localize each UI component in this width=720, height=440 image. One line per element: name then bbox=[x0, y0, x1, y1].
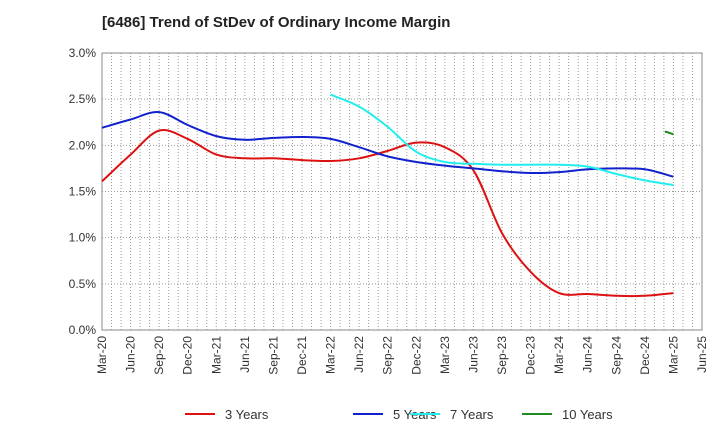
y-tick-label: 2.0% bbox=[69, 138, 97, 152]
x-tick-label: Sep-20 bbox=[152, 336, 166, 375]
x-tick-label: Jun-21 bbox=[238, 336, 252, 373]
x-tick-label: Jun-25 bbox=[695, 336, 709, 373]
x-tick-label: Mar-24 bbox=[552, 336, 566, 374]
legend-label-3-years: 3 Years bbox=[225, 407, 269, 422]
series-line-10-years bbox=[664, 130, 674, 136]
series-line-5-years bbox=[101, 111, 674, 178]
x-tick-label: Jun-23 bbox=[466, 336, 480, 373]
y-tick-label: 1.0% bbox=[69, 231, 97, 245]
x-tick-label: Mar-20 bbox=[95, 336, 109, 374]
x-tick-label: Mar-23 bbox=[438, 336, 452, 374]
x-tick-label: Mar-21 bbox=[209, 336, 223, 374]
y-tick-label: 0.5% bbox=[69, 277, 97, 291]
x-tick-label: Sep-22 bbox=[381, 336, 395, 375]
y-tick-label: 3.0% bbox=[69, 46, 97, 60]
x-tick-label: Jun-22 bbox=[352, 336, 366, 373]
legend-label-10-years: 10 Years bbox=[562, 407, 613, 422]
x-tick-label: Jun-24 bbox=[581, 336, 595, 373]
x-tick-label: Jun-20 bbox=[124, 336, 138, 373]
x-tick-label: Mar-25 bbox=[666, 336, 680, 374]
x-tick-label: Sep-23 bbox=[495, 336, 509, 375]
plot-area-border bbox=[101, 52, 703, 331]
series-line-7-years bbox=[330, 93, 674, 186]
x-tick-label: Dec-24 bbox=[638, 336, 652, 375]
y-tick-label: 2.5% bbox=[69, 92, 97, 106]
x-tick-label: Dec-22 bbox=[409, 336, 423, 375]
x-tick-label: Dec-21 bbox=[295, 336, 309, 375]
legend-label-7-years: 7 Years bbox=[450, 407, 494, 422]
series-line-3-years bbox=[101, 129, 674, 298]
x-tick-label: Sep-21 bbox=[266, 336, 280, 375]
y-tick-label: 0.0% bbox=[69, 323, 97, 337]
chart-title: [6486] Trend of StDev of Ordinary Income… bbox=[102, 14, 451, 31]
y-tick-label: 1.5% bbox=[69, 185, 97, 199]
x-tick-label: Mar-22 bbox=[324, 336, 338, 374]
x-tick-label: Dec-20 bbox=[181, 336, 195, 375]
x-tick-label: Dec-23 bbox=[524, 336, 538, 375]
x-tick-label: Sep-24 bbox=[609, 336, 623, 375]
